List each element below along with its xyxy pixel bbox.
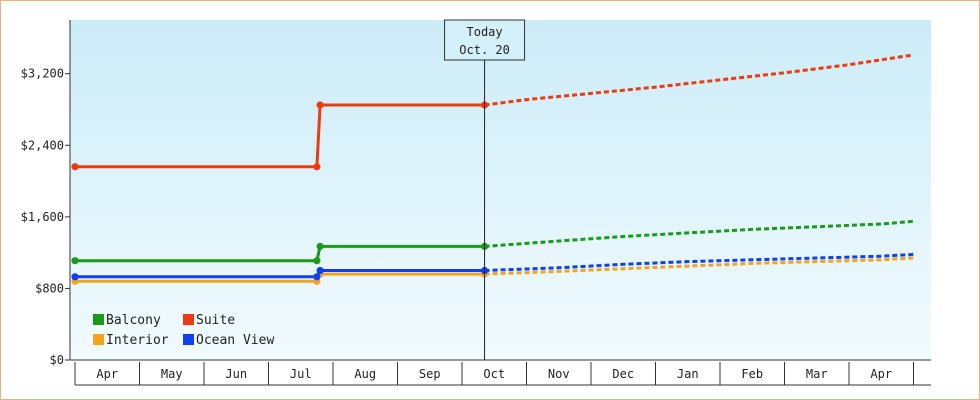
month-label: Feb [741,367,763,381]
today-box [444,19,526,61]
month-label: Jan [677,367,699,381]
legend-swatch [93,314,104,325]
month-label: Jul [290,367,312,381]
series-ocean-view-point [313,273,321,281]
series-balcony-point [71,257,79,265]
month-label: May [161,367,183,381]
plot-area [70,20,931,360]
series-suite-point [71,163,79,171]
today-date: Oct. 20 [459,43,510,57]
y-tick-label: $1,600 [21,210,64,224]
month-label: Sep [419,367,441,381]
y-tick-label: $800 [35,281,64,295]
series-suite-forecast [484,53,914,107]
series-balcony-forecast [484,219,914,248]
series-ocean-view-point [316,266,324,275]
y-tick-label: $3,200 [21,67,64,81]
month-label: Apr [870,367,892,381]
month-label: Mar [806,367,828,381]
series-interior-forecast [484,256,914,276]
series-balcony-point [316,242,324,250]
legend-swatch [93,334,104,345]
series-balcony-actual [75,244,485,263]
series-suite-actual [75,103,485,169]
series-ocean-view-forecast [484,252,914,272]
month-label: Dec [612,367,634,381]
legend-swatch [183,314,194,325]
legend-swatch [183,334,194,345]
month-label: Apr [96,367,118,381]
series-suite-point [316,101,324,109]
legend-entry: Interior [106,333,169,348]
month-label: Oct [483,367,505,381]
series-suite-point [313,163,321,171]
month-label: Jun [225,367,247,381]
month-label: Nov [548,367,570,381]
series-balcony-point [313,257,321,265]
today-label: Today [467,25,503,39]
y-tick-label: $0 [50,353,64,367]
y-tick-label: $2,400 [21,138,64,152]
series-ocean-view-point [71,273,79,281]
legend-entry: Balcony [106,313,161,328]
month-label: Aug [354,367,376,381]
legend-entry: Suite [196,313,235,328]
legend-entry: Ocean View [196,333,274,348]
